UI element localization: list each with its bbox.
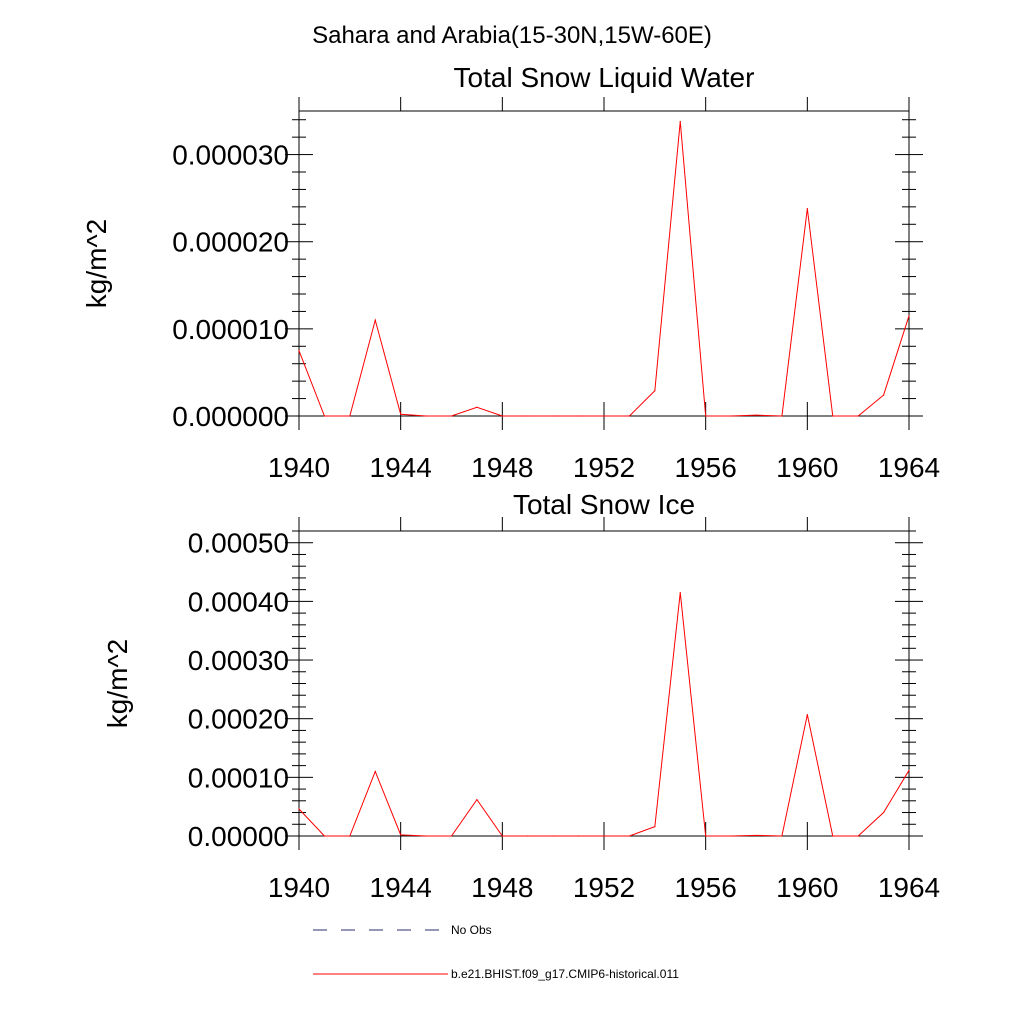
- y-tick-label: 0.00020: [188, 704, 289, 735]
- data-point: [806, 208, 808, 210]
- data-point: [628, 415, 631, 417]
- data-point: [781, 415, 783, 417]
- data-point: [654, 390, 656, 392]
- x-tick-label: 1944: [370, 872, 432, 903]
- data-point: [501, 835, 503, 837]
- data-point: [705, 835, 707, 837]
- x-tick-label: 1948: [471, 872, 533, 903]
- y-tick-label: 0.000020: [172, 227, 289, 258]
- data-point: [832, 835, 834, 837]
- data-point: [349, 415, 351, 417]
- data-point: [476, 799, 478, 801]
- data-point: [781, 835, 783, 837]
- x-tick-label: 1964: [878, 452, 940, 483]
- y-tick-label: 0.00010: [188, 762, 289, 793]
- data-point: [527, 835, 529, 837]
- data-point: [705, 415, 707, 417]
- data-point: [450, 415, 453, 417]
- data-point: [527, 415, 529, 417]
- data-point: [425, 835, 427, 837]
- y-tick-label: 0.00040: [188, 586, 289, 617]
- panel-snow-ice: Total Snow Ice kg/m^2 1940 1944 1948 1952 1956…: [102, 489, 940, 903]
- chart-title: Total Snow Ice: [513, 489, 695, 520]
- data-point: [755, 834, 758, 837]
- data-point: [577, 415, 580, 417]
- data-point: [806, 713, 808, 716]
- data-point: [908, 769, 910, 771]
- x-tick-label: 1956: [675, 872, 737, 903]
- chart-title: Total Snow Liquid Water: [454, 62, 755, 93]
- y-tick-label: 0.00030: [188, 645, 289, 676]
- data-point: [730, 835, 732, 837]
- data-point: [603, 415, 605, 417]
- legend-label-no-obs: No Obs: [451, 923, 492, 937]
- data-point: [882, 811, 885, 814]
- data-point: [577, 835, 580, 837]
- x-tick-label: 1960: [776, 452, 838, 483]
- data-point: [628, 835, 631, 837]
- data-point: [425, 415, 427, 417]
- data-point: [374, 319, 376, 321]
- data-point: [298, 350, 300, 352]
- data-point: [552, 415, 554, 417]
- data-point: [501, 415, 503, 417]
- data-point: [400, 834, 402, 836]
- series-line-snow-ice: [298, 592, 910, 837]
- data-point: [755, 414, 758, 416]
- x-tick-label: 1948: [471, 452, 533, 483]
- y-tick-label: 0.000000: [172, 401, 289, 432]
- data-point: [323, 415, 326, 417]
- data-point: [400, 413, 402, 415]
- series-line-snow-liquid-water: [298, 121, 910, 417]
- data-point: [679, 591, 681, 594]
- data-point: [882, 394, 885, 396]
- legend-label-model: b.e21.BHIST.f09_g17.CMIP6-historical.011: [451, 967, 679, 981]
- figure-suptitle: Sahara and Arabia(15-30N,15W-60E): [312, 22, 712, 49]
- data-point: [603, 835, 605, 837]
- x-tick-label: 1944: [370, 452, 432, 483]
- plot-frame: [298, 530, 910, 837]
- data-point: [730, 415, 732, 417]
- data-point: [450, 835, 453, 837]
- x-tick-label: 1940: [268, 452, 330, 483]
- data-point: [323, 835, 326, 837]
- data-point: [857, 835, 859, 837]
- x-tick-label: 1952: [573, 872, 635, 903]
- y-axis-label: kg/m^2: [102, 639, 133, 728]
- x-tick-label: 1956: [675, 452, 737, 483]
- data-point: [374, 770, 376, 773]
- panel-snow-liquid-water: Total Snow Liquid Water kg/m^2 1940 1944 194…: [81, 62, 940, 483]
- data-point: [857, 415, 859, 417]
- data-point: [349, 835, 351, 837]
- data-point: [832, 415, 834, 417]
- x-tick-label: 1964: [878, 872, 940, 903]
- x-tick-label: 1940: [268, 872, 330, 903]
- data-point: [476, 406, 478, 408]
- x-tick-label: 1952: [573, 452, 635, 483]
- data-point: [654, 826, 656, 828]
- x-tick-label: 1960: [776, 872, 838, 903]
- plot-frame: [298, 110, 910, 417]
- y-tick-label: 0.00000: [188, 821, 289, 852]
- y-tick-label: 0.00050: [188, 528, 289, 559]
- data-point: [679, 120, 681, 123]
- data-point: [298, 808, 300, 810]
- data-point: [552, 835, 554, 837]
- y-tick-label: 0.000030: [172, 140, 289, 171]
- legend: No Obs b.e21.BHIST.f09_g17.CMIP6-histori…: [313, 923, 679, 981]
- y-tick-label: 0.000010: [172, 314, 289, 345]
- y-axis-label: kg/m^2: [81, 219, 112, 308]
- data-point: [908, 315, 910, 317]
